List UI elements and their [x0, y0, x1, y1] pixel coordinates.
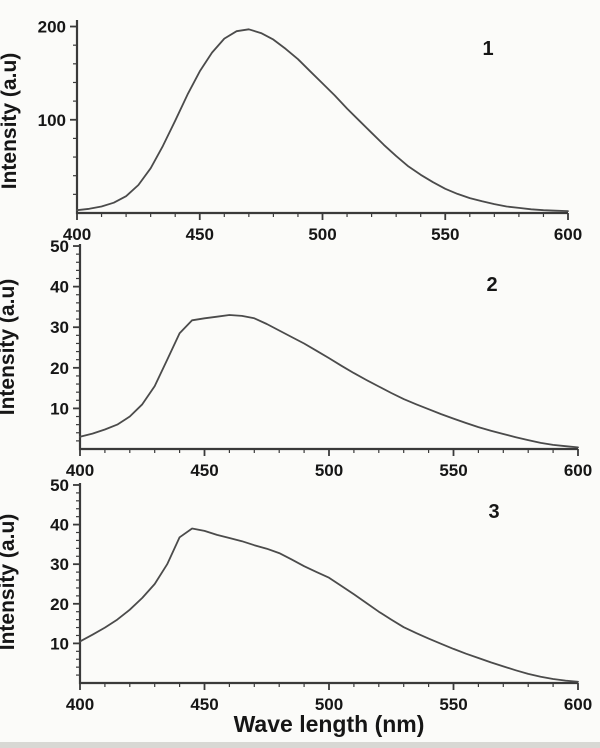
plot-2-y-tick-label: 20 — [50, 359, 69, 378]
plot-2-x-tick-label: 550 — [439, 461, 467, 480]
plot-3-x-tick-label: 400 — [66, 695, 94, 714]
plot-1-curve-label: 1 — [482, 38, 493, 60]
plot-3: 400 450 500 550 600 10 20 30 40 50 3 Intensity (a.u… — [0, 476, 592, 714]
plot-3-x-tick-label: 450 — [190, 695, 218, 714]
x-axis-title: Wave length (nm) — [233, 711, 425, 737]
plot-3-y-tick-label: 10 — [50, 634, 69, 653]
plot-1-y-tick-label: 200 — [38, 18, 66, 37]
plot-1-y-axis-title: Intensity (a.u) — [0, 53, 21, 190]
plot-3-x-tick-label: 550 — [439, 695, 467, 714]
plot-2-y-axis-title: Intensity (a.u) — [0, 279, 19, 416]
plot-1: 400 450 500 550 600 100 200 1 Intensity (a.u) — [0, 18, 582, 244]
plot-3-curve-label: 3 — [488, 501, 499, 523]
plot-1-x-tick-label: 500 — [308, 225, 336, 244]
plot-3-y-axis-title: Intensity (a.u) — [0, 514, 19, 651]
plot-3-y-tick-label: 30 — [50, 555, 69, 574]
plot-2-y-tick-label: 40 — [50, 278, 69, 297]
plot-1-axes — [75, 20, 568, 215]
plot-2-x-tick-label: 450 — [190, 461, 218, 480]
plot-2-curve-label: 2 — [486, 274, 497, 296]
plot-2-y-tick-label: 50 — [50, 237, 69, 256]
plot-3-x-tick-label: 500 — [315, 695, 343, 714]
plot-1-x-tick-label: 450 — [186, 225, 214, 244]
plot-1-x-tick-label: 600 — [554, 225, 582, 244]
scan-artifact-strip — [0, 742, 600, 748]
plot-3-y-tick-label: 40 — [50, 516, 69, 535]
plot-3-y-tick-label: 50 — [50, 476, 69, 495]
plot-2-axes — [78, 244, 578, 451]
plot-2-x-tick-label: 400 — [66, 461, 94, 480]
plot-1-x-tick-label: 550 — [431, 225, 459, 244]
plot-2-y-tick-label: 10 — [50, 399, 69, 418]
plot-1-curve — [76, 28, 569, 213]
plot-2-x-tick-label: 600 — [564, 461, 592, 480]
plot-3-curve — [79, 527, 579, 683]
plot-3-y-tick-label: 20 — [50, 595, 69, 614]
plot-2-y-tick-label: 30 — [50, 318, 69, 337]
plot-1-y-tick-label: 100 — [38, 111, 66, 130]
plot-2-curve — [79, 314, 579, 449]
plot-2-x-tick-label: 500 — [315, 461, 343, 480]
plot-1-x-tick-label: 400 — [63, 225, 91, 244]
plot-3-x-tick-label: 600 — [564, 695, 592, 714]
plot-2: 400 450 500 550 600 10 20 30 40 50 2 Intensity (a.u… — [0, 237, 592, 480]
